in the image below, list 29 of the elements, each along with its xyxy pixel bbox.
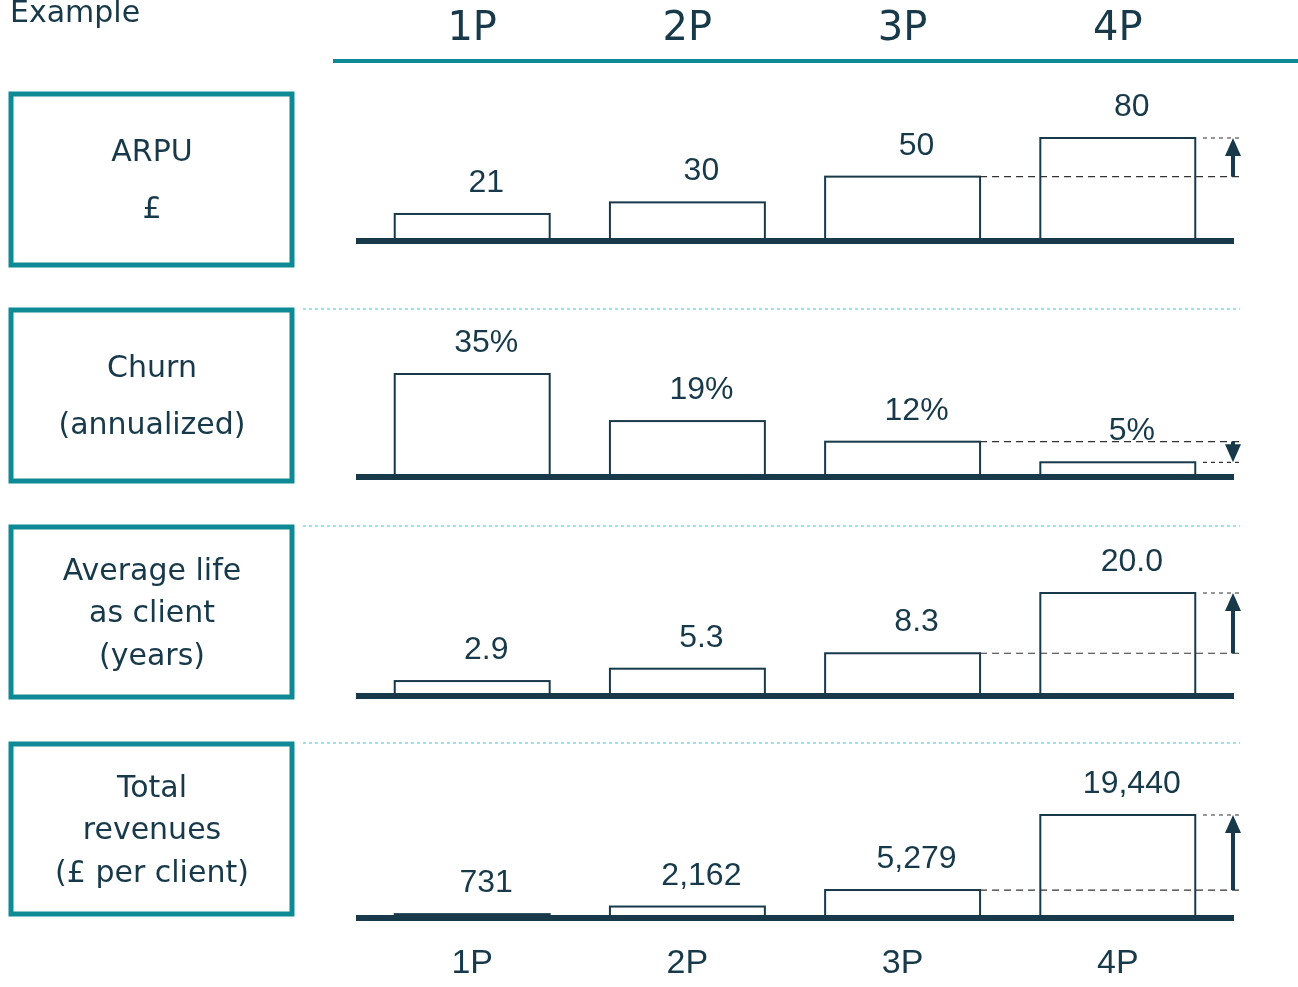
x-tick-label: 2P xyxy=(662,3,713,49)
data-label: 5,279 xyxy=(876,839,957,876)
x-tick-label: 4P xyxy=(1097,942,1139,980)
data-label: 8.3 xyxy=(894,602,939,639)
data-label: 2.9 xyxy=(463,630,509,667)
y-axis-title: ARPU £ xyxy=(111,133,193,225)
x-tick-label: 4P xyxy=(1093,3,1143,49)
x-tick-label: 1P xyxy=(451,942,493,980)
data-label: 50 xyxy=(898,125,935,162)
y-axis-title: Total revenues (£ per client) xyxy=(55,768,249,889)
data-label: 2,162 xyxy=(661,855,742,892)
data-label: 19,440 xyxy=(1082,764,1181,800)
x-tick-label: 1P xyxy=(447,3,497,49)
x-tick-label: 3P xyxy=(881,942,924,980)
data-label: 12% xyxy=(884,390,949,427)
data-label: 35% xyxy=(454,323,519,359)
data-label: 731 xyxy=(459,863,513,900)
data-label: 5.3 xyxy=(679,617,724,654)
data-label: 20.0 xyxy=(1100,542,1163,578)
data-label: 19% xyxy=(669,370,734,407)
data-label: 21 xyxy=(468,162,504,199)
data-label: 80 xyxy=(1114,87,1150,123)
y-axis-title: Churn (annualized) xyxy=(58,349,246,441)
text: Example xyxy=(10,0,141,29)
y-axis-title: Average life as client (years) xyxy=(62,551,242,672)
x-tick-label: 3P xyxy=(877,3,928,49)
data-label: 30 xyxy=(683,151,720,188)
x-tick-label: 2P xyxy=(666,942,709,980)
data-label: 5% xyxy=(1108,411,1155,448)
